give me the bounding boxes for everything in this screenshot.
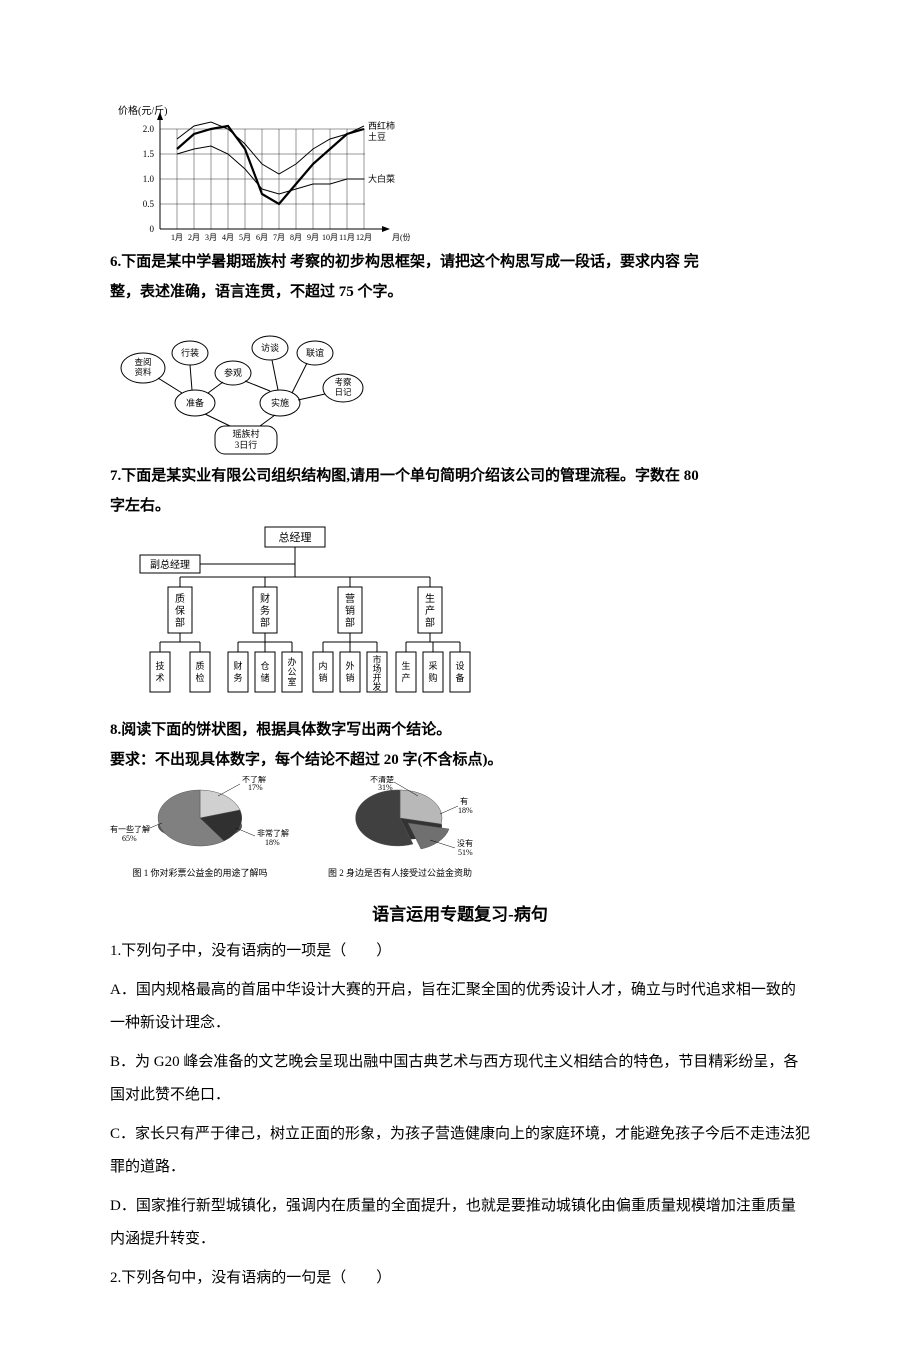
- svg-text:10月: 10月: [322, 233, 338, 242]
- svg-text:行装: 行装: [181, 347, 199, 358]
- svg-text:51%: 51%: [458, 848, 473, 857]
- svg-text:18%: 18%: [265, 838, 280, 847]
- pie1-caption: 图 1 你对彩票公益金的用途了解吗: [132, 867, 267, 878]
- svg-text:销: 销: [345, 672, 354, 683]
- q1-B: B．为 G20 峰会准备的文艺晚会呈现出融中国古典艺术与西方现代主义相结合的特色…: [110, 1046, 810, 1112]
- svg-text:4月: 4月: [222, 233, 234, 242]
- svg-text:11月: 11月: [339, 233, 355, 242]
- svg-text:联谊: 联谊: [306, 347, 324, 358]
- q6-diagram: 瑶族村 3日行 准备 实施 查阅 资料 行装 参观 访谈 联谊 考察 日记: [110, 308, 810, 458]
- q2-stem: 2.下列各句中，没有语病的一句是（ ）: [110, 1262, 810, 1295]
- svg-text:8月: 8月: [290, 233, 302, 242]
- svg-text:9月: 9月: [307, 233, 319, 242]
- svg-text:65%: 65%: [122, 834, 137, 843]
- svg-text:外: 外: [345, 660, 354, 671]
- svg-text:31%: 31%: [378, 783, 393, 792]
- svg-text:设: 设: [455, 661, 464, 671]
- svg-text:瑶族村: 瑶族村: [232, 428, 259, 439]
- svg-text:部: 部: [175, 616, 185, 629]
- svg-text:没有: 没有: [457, 838, 473, 848]
- svg-text:资料: 资料: [134, 367, 152, 377]
- svg-text:办: 办: [287, 656, 296, 667]
- svg-text:18%: 18%: [458, 806, 473, 815]
- series-label-cabbage: 大白菜: [368, 173, 395, 184]
- svg-text:考察: 考察: [334, 377, 352, 387]
- svg-text:参观: 参观: [224, 367, 242, 378]
- svg-text:营: 营: [345, 592, 355, 605]
- q1-stem: 1.下列句子中，没有语病的一项是（ ）: [110, 935, 810, 968]
- svg-text:内: 内: [318, 660, 327, 671]
- svg-text:2月: 2月: [188, 233, 200, 242]
- svg-text:销: 销: [318, 672, 327, 683]
- series-label-potato: 土豆: [368, 131, 386, 142]
- q1-C: C．家长只有严于律己，树立正面的形象，为孩子营造健康向上的家庭环境，才能避免孩子…: [110, 1118, 810, 1184]
- svg-text:产: 产: [401, 672, 410, 683]
- series-label-tomato: 西红柿: [368, 120, 395, 131]
- svg-text:公: 公: [287, 667, 296, 677]
- svg-text:1.5: 1.5: [143, 149, 155, 159]
- svg-text:部: 部: [345, 616, 355, 629]
- svg-text:财: 财: [233, 660, 242, 671]
- svg-text:12月: 12月: [356, 233, 372, 242]
- pie2-caption: 图 2 身边是否有人接受过公益金资助: [328, 867, 472, 878]
- svg-text:务: 务: [260, 604, 270, 617]
- q6-line1: 6.下面是某中学暑期瑶族村 考察的初步构思框架，请把这个构思写成一段话，要求内容…: [110, 250, 810, 274]
- svg-text:2.0: 2.0: [143, 124, 155, 134]
- svg-text:采: 采: [428, 661, 437, 671]
- svg-text:购: 购: [428, 672, 437, 683]
- svg-text:仓: 仓: [260, 660, 269, 671]
- svg-text:财: 财: [260, 592, 270, 605]
- svg-text:保: 保: [175, 604, 185, 617]
- svg-text:5月: 5月: [239, 233, 251, 242]
- svg-text:质: 质: [175, 593, 185, 605]
- svg-text:术: 术: [155, 672, 164, 683]
- svg-text:销: 销: [345, 604, 355, 617]
- price-line-chart: 价格(元/斤): [110, 104, 810, 244]
- svg-text:准备: 准备: [186, 397, 204, 408]
- svg-text:1月: 1月: [171, 233, 183, 242]
- q7-line1: 7.下面是某实业有限公司组织结构图,请用一个单句简明介绍该公司的管理流程。字数在…: [110, 464, 810, 488]
- svg-text:有: 有: [460, 796, 468, 806]
- svg-text:质: 质: [195, 660, 204, 671]
- svg-text:副总经理: 副总经理: [150, 558, 190, 571]
- q7-org-chart: 总经理 副总经理 质保部 财务部: [110, 522, 810, 712]
- svg-text:0: 0: [150, 224, 155, 234]
- svg-text:生: 生: [425, 592, 435, 605]
- svg-text:储: 储: [260, 672, 269, 683]
- svg-text:有一些了解: 有一些了解: [110, 824, 150, 834]
- svg-text:7月: 7月: [273, 233, 285, 242]
- svg-text:室: 室: [287, 676, 296, 687]
- q7-line2: 字左右。: [110, 494, 810, 518]
- svg-text:务: 务: [233, 672, 242, 683]
- q1-D: D．国家推行新型城镇化，强调内在质量的全面提升，也就是要推动城镇化由偏重质量规模…: [110, 1190, 810, 1256]
- svg-text:0.5: 0.5: [143, 199, 155, 209]
- svg-text:3月: 3月: [205, 233, 217, 242]
- svg-text:月(份): 月(份): [392, 232, 410, 242]
- svg-text:6月: 6月: [256, 233, 268, 242]
- svg-text:部: 部: [425, 616, 435, 629]
- svg-text:生: 生: [401, 660, 410, 671]
- svg-text:总经理: 总经理: [279, 530, 312, 544]
- q8-line1: 8.阅读下面的饼状图，根据具体数字写出两个结论。: [110, 718, 810, 742]
- svg-text:实施: 实施: [271, 397, 289, 408]
- svg-text:备: 备: [455, 672, 464, 683]
- svg-text:查阅: 查阅: [134, 357, 151, 367]
- section-title: 语言运用专题复习-病句: [110, 900, 810, 925]
- svg-text:检: 检: [195, 672, 204, 683]
- q6-line2: 整，表述准确，语言连贯，不超过 75 个字。: [110, 280, 810, 304]
- svg-text:发: 发: [372, 681, 381, 692]
- svg-text:非常了解: 非常了解: [257, 828, 289, 838]
- svg-text:部: 部: [260, 616, 270, 629]
- q8-pies: 不了解17% 非常了解18% 有一些了解65% 图 1 你对彩票公益金的用途了解…: [110, 776, 810, 886]
- svg-text:3日行: 3日行: [235, 439, 258, 450]
- svg-text:产: 产: [425, 604, 435, 617]
- q8-line2: 要求：不出现具体数字，每个结论不超过 20 字(不含标点)。: [110, 748, 810, 772]
- svg-text:访谈: 访谈: [261, 342, 279, 353]
- svg-text:日记: 日记: [334, 387, 352, 397]
- svg-text:17%: 17%: [248, 783, 263, 792]
- svg-text:1.0: 1.0: [143, 174, 155, 184]
- svg-text:技: 技: [155, 660, 164, 671]
- q1-A: A．国内规格最高的首届中华设计大赛的开启，旨在汇聚全国的优秀设计人才，确立与时代…: [110, 974, 810, 1040]
